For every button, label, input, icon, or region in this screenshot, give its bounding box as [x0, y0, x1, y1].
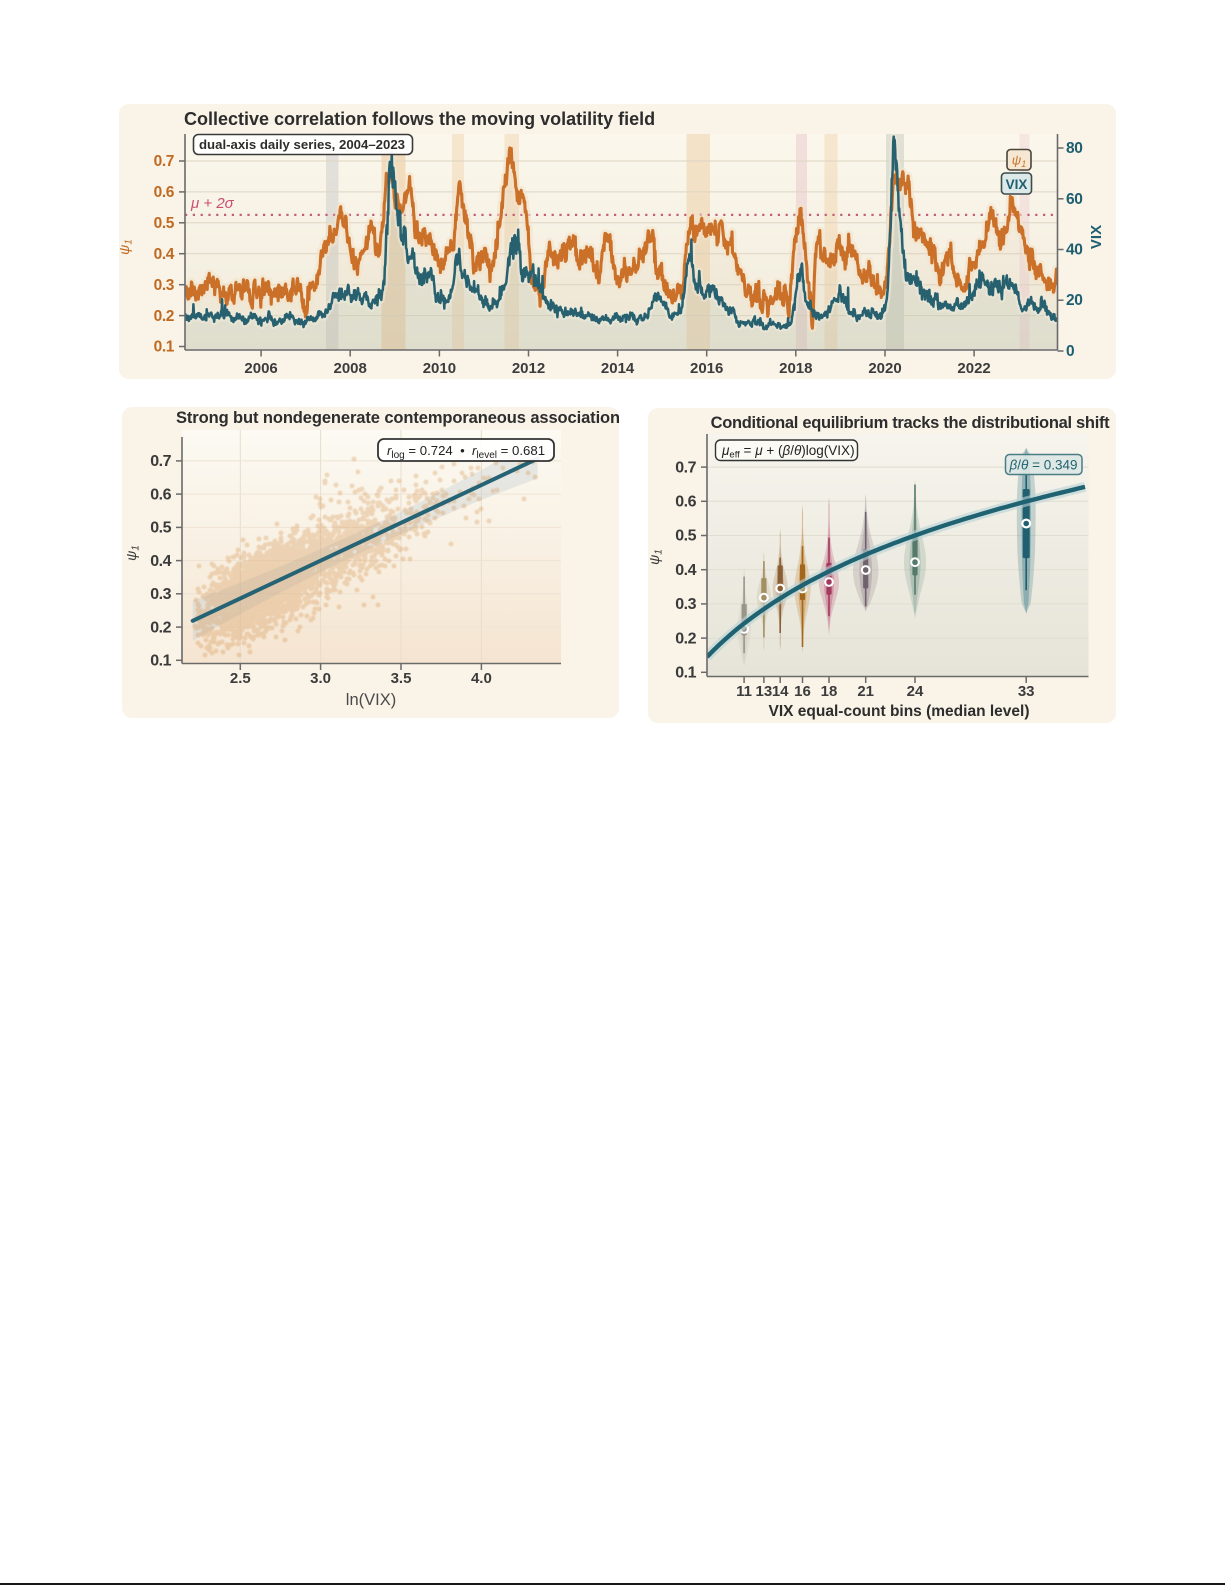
svg-text:0.1: 0.1 [150, 653, 171, 670]
svg-text:2016: 2016 [690, 360, 723, 377]
svg-text:0.3: 0.3 [150, 586, 171, 603]
svg-text:21: 21 [857, 683, 874, 700]
svg-text:18: 18 [821, 683, 838, 700]
svg-text:ln(VIX): ln(VIX) [346, 691, 396, 709]
svg-text:μeff = μ + (β/θ)log(VIX): μeff = μ + (β/θ)log(VIX) [721, 443, 855, 461]
svg-text:2018: 2018 [779, 360, 812, 377]
svg-text:2010: 2010 [423, 360, 456, 377]
svg-text:VIX: VIX [1088, 225, 1105, 249]
svg-text:VIX: VIX [1006, 177, 1028, 192]
svg-text:20: 20 [1066, 292, 1082, 309]
svg-text:0.6: 0.6 [150, 486, 171, 503]
svg-text:80: 80 [1066, 140, 1082, 157]
svg-text:0.4: 0.4 [150, 553, 171, 570]
svg-text:0.2: 0.2 [150, 619, 171, 636]
svg-text:Collective correlation follows: Collective correlation follows the movin… [184, 109, 655, 129]
svg-text:0.6: 0.6 [154, 184, 175, 201]
svg-text:0.3: 0.3 [154, 277, 175, 294]
svg-text:14: 14 [772, 683, 789, 700]
svg-text:μ + 2σ: μ + 2σ [190, 195, 235, 212]
svg-text:Conditional equilibrium tracks: Conditional equilibrium tracks the distr… [711, 414, 1111, 432]
svg-text:33: 33 [1018, 683, 1035, 700]
svg-text:2022: 2022 [957, 360, 990, 377]
svg-text:rlog = 0.724 • rlevel = 0.68: rlog = 0.724 • rlevel = 0.681 [387, 443, 545, 461]
svg-text:3.5: 3.5 [391, 670, 412, 687]
svg-text:2006: 2006 [244, 360, 277, 377]
svg-text:0.5: 0.5 [154, 215, 175, 232]
svg-text:0.5: 0.5 [675, 528, 696, 545]
svg-text:0.2: 0.2 [154, 308, 174, 325]
svg-text:0.4: 0.4 [675, 562, 696, 579]
svg-text:VIX equal-count bins (median l: VIX equal-count bins (median level) [769, 703, 1030, 720]
svg-text:dual-axis daily series, 2004–2: dual-axis daily series, 2004–2023 [199, 137, 405, 152]
svg-text:2014: 2014 [601, 360, 635, 377]
svg-text:3.0: 3.0 [310, 670, 331, 687]
svg-text:0.3: 0.3 [675, 596, 696, 613]
svg-text:0.7: 0.7 [675, 459, 696, 476]
svg-text:β/θ = 0.349: β/θ = 0.349 [1009, 457, 1078, 472]
svg-text:24: 24 [907, 683, 924, 700]
svg-text:2008: 2008 [334, 360, 367, 377]
svg-text:Strong but nondegenerate conte: Strong but nondegenerate contemporaneous… [176, 409, 619, 427]
svg-text:11: 11 [736, 683, 752, 700]
svg-text:13: 13 [756, 683, 773, 700]
svg-text:60: 60 [1066, 191, 1082, 208]
svg-text:40: 40 [1066, 242, 1082, 259]
svg-text:ψ1: ψ1 [648, 549, 665, 565]
svg-text:ψ1: ψ1 [119, 239, 135, 255]
svg-text:2020: 2020 [868, 360, 901, 377]
svg-text:0.7: 0.7 [150, 453, 171, 470]
svg-text:0.4: 0.4 [154, 246, 175, 263]
svg-text:0.7: 0.7 [154, 153, 174, 170]
svg-text:0: 0 [1066, 343, 1074, 360]
svg-text:16: 16 [794, 683, 811, 700]
svg-text:0.1: 0.1 [154, 339, 175, 356]
svg-text:0.2: 0.2 [675, 630, 696, 647]
svg-text:0.6: 0.6 [675, 494, 696, 511]
svg-text:2.5: 2.5 [230, 670, 251, 687]
svg-text:4.0: 4.0 [471, 670, 492, 687]
svg-text:0.5: 0.5 [150, 520, 171, 537]
svg-text:0.1: 0.1 [675, 665, 696, 682]
svg-text:ψ1: ψ1 [123, 545, 142, 561]
svg-text:2012: 2012 [512, 360, 545, 377]
